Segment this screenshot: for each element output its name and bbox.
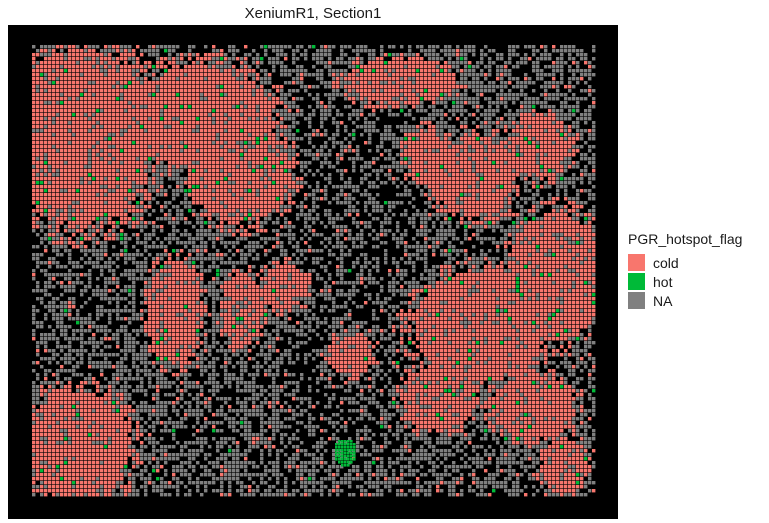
legend-label-cold: cold xyxy=(653,254,679,271)
legend-item-na: NA xyxy=(628,291,766,310)
legend-label-hot: hot xyxy=(653,273,673,290)
legend-key-hot xyxy=(628,273,645,290)
chart-title: XeniumR1, Section1 xyxy=(244,5,382,22)
legend-item-cold: cold xyxy=(628,253,766,272)
legend-key-cold xyxy=(628,254,645,271)
plot-panel xyxy=(8,25,618,519)
hotspot-cluster xyxy=(335,440,356,467)
legend: PGR_hotspot_flag cold hot NA xyxy=(628,231,766,310)
legend-title: PGR_hotspot_flag xyxy=(628,231,743,247)
legend-item-hot: hot xyxy=(628,272,766,291)
legend-key-na xyxy=(628,292,645,309)
spatial-cell-map xyxy=(32,45,596,497)
legend-label-na: NA xyxy=(653,292,673,309)
